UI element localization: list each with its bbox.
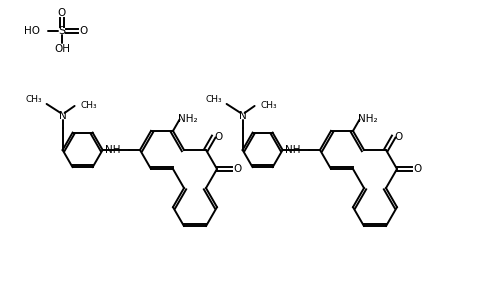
Text: HO: HO: [24, 26, 40, 36]
Text: NH: NH: [285, 145, 301, 155]
Text: O: O: [79, 26, 87, 36]
Text: N: N: [59, 111, 66, 121]
Text: CH₃: CH₃: [261, 101, 277, 110]
Text: O: O: [413, 164, 422, 174]
Text: CH₃: CH₃: [206, 95, 222, 104]
Text: O: O: [395, 132, 403, 142]
Text: S: S: [59, 26, 65, 36]
Text: O: O: [215, 132, 223, 142]
Text: NH: NH: [105, 145, 121, 155]
Text: NH₂: NH₂: [358, 115, 377, 124]
Text: N: N: [239, 111, 246, 121]
Text: NH₂: NH₂: [178, 115, 197, 124]
Text: CH₃: CH₃: [26, 95, 43, 104]
Text: O: O: [233, 164, 242, 174]
Text: CH₃: CH₃: [81, 101, 97, 110]
Text: OH: OH: [54, 44, 70, 54]
Text: O: O: [58, 8, 66, 18]
